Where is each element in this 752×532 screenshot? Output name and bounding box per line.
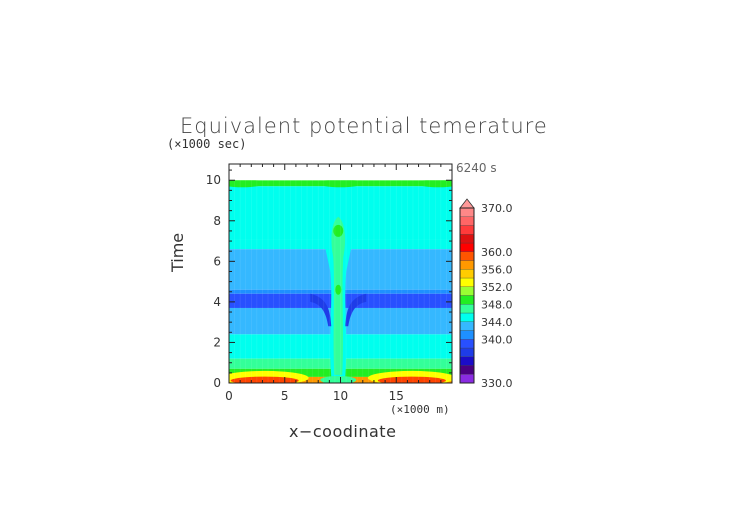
colorbar-segment	[459, 286, 475, 296]
colorbar-tick-label: 352.0	[481, 281, 513, 294]
x-tick-label: 5	[281, 389, 289, 403]
y-tick-label: 8	[213, 214, 221, 228]
colorbar-segment	[459, 225, 475, 235]
colorbar-segment	[459, 269, 475, 279]
x-tick-label: 0	[225, 389, 233, 403]
x-tick-label: 10	[333, 389, 348, 403]
colorbar-segment	[459, 356, 475, 366]
colorbar-segment	[459, 339, 475, 349]
colorbar-segment	[459, 312, 475, 322]
top-green-lobe	[318, 179, 363, 188]
colorbar-segment	[459, 216, 475, 226]
y-tick-label: 2	[213, 335, 221, 349]
x-unit-label: (×1000 m)	[390, 403, 450, 416]
colorbar-segment	[459, 251, 475, 261]
colorbar-tick-label: 330.0	[481, 377, 513, 390]
colorbar-segment	[459, 260, 475, 270]
y-unit-label: (×1000 sec)	[167, 137, 247, 151]
colorbar-segment	[459, 277, 475, 287]
colorbar-segment	[459, 347, 475, 357]
bottom-warm-inner	[377, 376, 446, 383]
heatmap-field	[229, 164, 452, 383]
plume-core-upper	[333, 224, 344, 237]
y-tick-label: 10	[206, 173, 221, 187]
colorbar-segment	[459, 207, 475, 217]
plume-inner	[331, 216, 346, 375]
colorbar-segment	[459, 234, 475, 244]
colorbar-segment	[459, 330, 475, 340]
colorbar-segment	[459, 242, 475, 252]
colorbar-tick-label: 348.0	[481, 298, 513, 311]
colorbar-segment	[459, 374, 475, 384]
colorbar-tick-label: 370.0	[481, 202, 513, 215]
x-axis-label: x−coodinate	[289, 422, 397, 441]
colorbar-segment	[459, 304, 475, 314]
y-tick-label: 4	[213, 295, 221, 309]
time-annotation: 6240 s	[456, 161, 497, 175]
colorbar-tick-label: 360.0	[481, 246, 513, 259]
bottom-warm-inner	[230, 376, 299, 383]
plume-core-mid	[335, 284, 342, 295]
blue-arm-left	[310, 293, 332, 327]
top-green-lobe	[416, 179, 452, 188]
colorbar-tick-label: 340.0	[481, 333, 513, 346]
colorbar-tick-label: 356.0	[481, 263, 513, 276]
blue-arm-right	[345, 293, 367, 327]
colorbar-frame	[459, 207, 475, 384]
colorbar-segment	[459, 321, 475, 331]
y-tick-label: 6	[213, 254, 221, 268]
colorbar-tick-label: 344.0	[481, 316, 513, 329]
x-tick-label: 15	[389, 389, 404, 403]
colorbar-segment	[459, 365, 475, 375]
chart-title: Equivalent potential temerature	[180, 114, 548, 138]
colorbar-segment	[459, 295, 475, 305]
colorbar-extend-arrow	[459, 198, 475, 209]
y-tick-label: 0	[213, 376, 221, 390]
top-green-lobe	[229, 179, 265, 188]
